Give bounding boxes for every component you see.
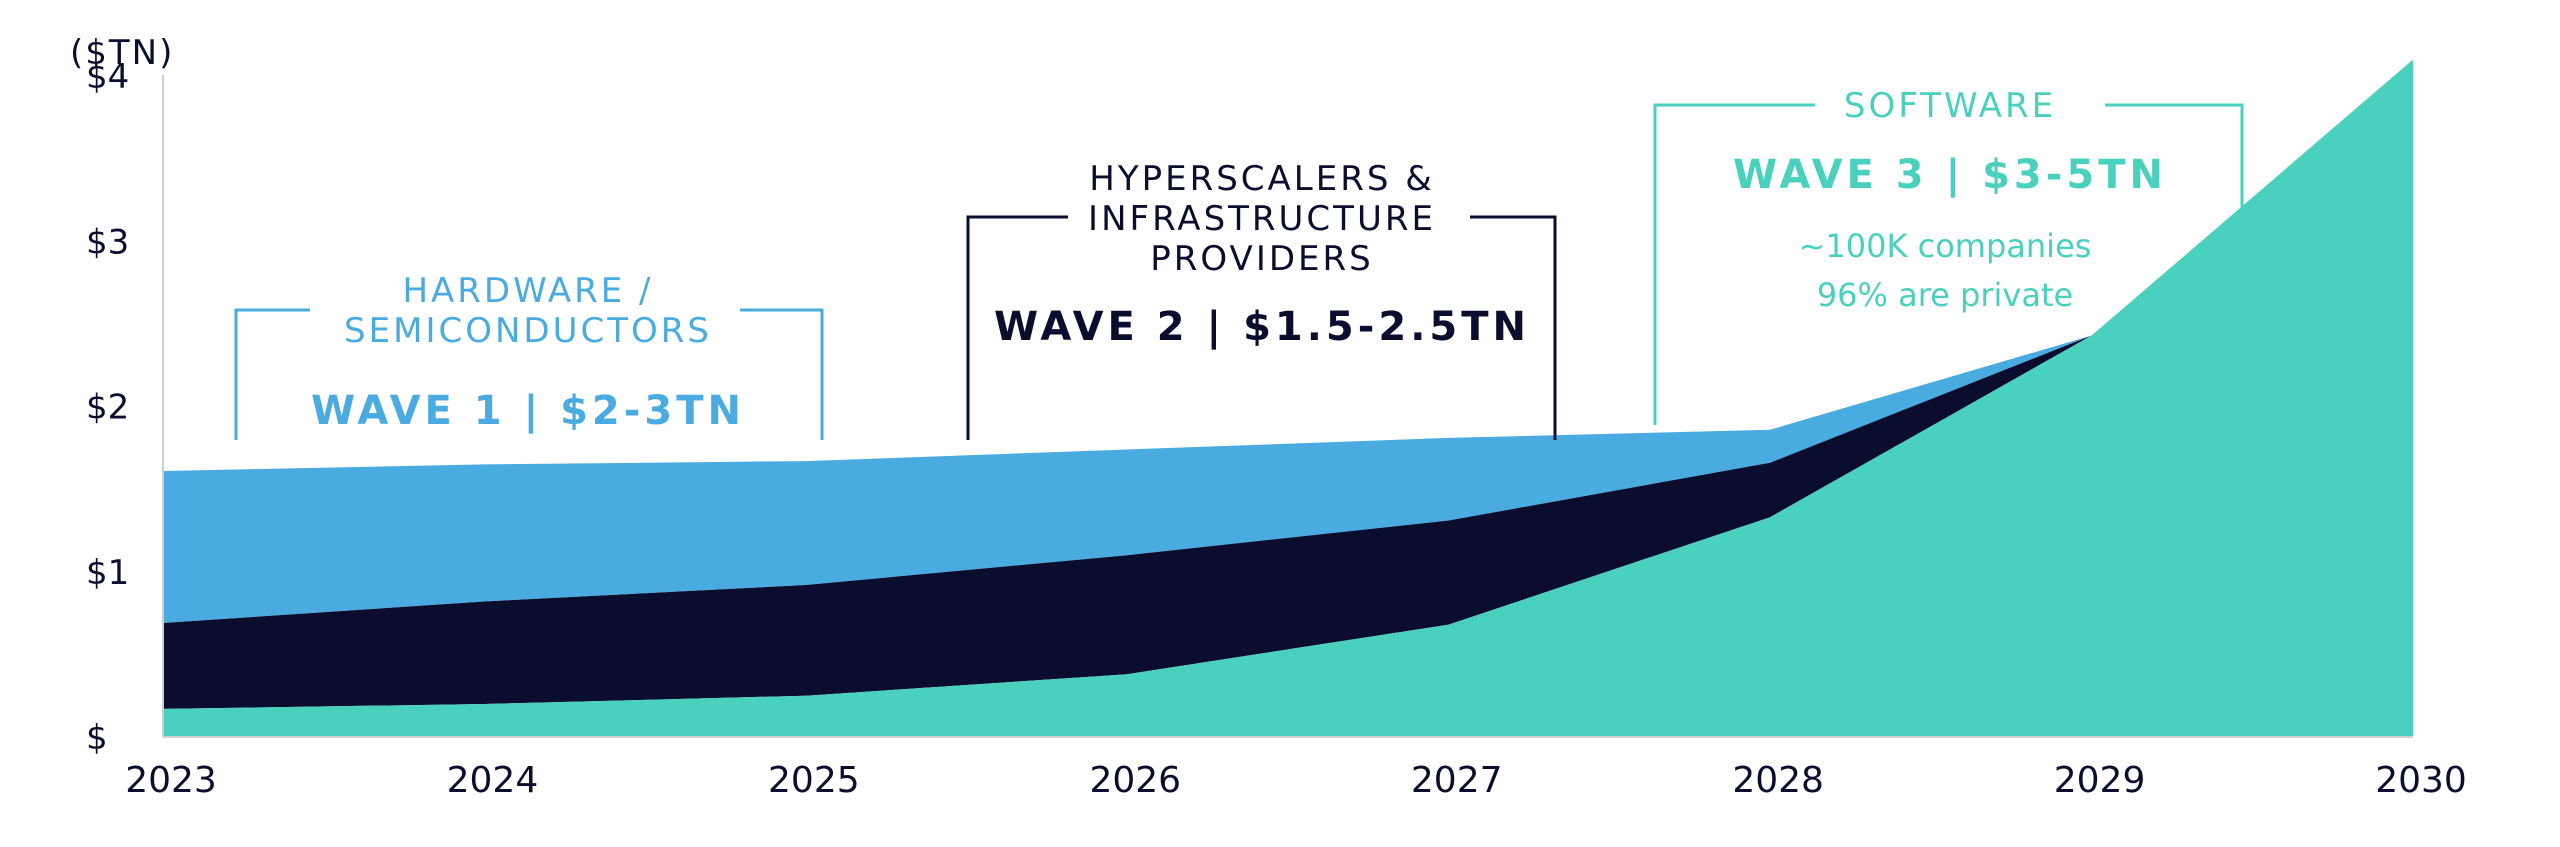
area-hyperscalers <box>163 59 2413 709</box>
x-tick-label: 2024 <box>447 760 539 801</box>
y-tick-labels: $ $1 $2 $3 $4 <box>86 57 129 758</box>
wave-2-category-line: HYPERSCALERS & <box>1089 159 1434 199</box>
axes <box>162 75 2413 738</box>
x-tick-label: 2027 <box>1411 760 1503 801</box>
x-tick-label: 2025 <box>768 760 860 801</box>
wave-3-bracket <box>1653 103 2244 425</box>
area-software <box>163 59 2413 737</box>
wave-2-category-line: PROVIDERS <box>1150 239 1373 279</box>
x-tick-label: 2030 <box>2375 760 2467 801</box>
plot-areas <box>163 59 2413 737</box>
y-unit-label: ($TN) <box>70 33 174 73</box>
wave-3-category-line: SOFTWARE <box>1844 86 2056 126</box>
y-tick-label: $ <box>86 718 108 758</box>
x-tick-label: 2023 <box>125 760 217 801</box>
wave-1-category-line: HARDWARE / <box>402 271 653 311</box>
wave-2-category-line: INFRASTRUCTURE <box>1088 199 1436 239</box>
wave-2-value: WAVE 2 | $1.5-2.5TN <box>994 304 1530 351</box>
x-tick-label: 2026 <box>1089 760 1181 801</box>
wave-1-value: WAVE 1 | $2-3TN <box>311 388 745 435</box>
wave-1-annotation: HARDWARE / SEMICONDUCTORS WAVE 1 | $2-3T… <box>234 271 824 440</box>
wave-1-bracket <box>234 308 824 440</box>
y-tick-label: $4 <box>86 57 129 97</box>
wave-3-value: WAVE 3 | $3-5TN <box>1733 152 2167 199</box>
wave-1-category-line: SEMICONDUCTORS <box>344 311 712 351</box>
y-tick-label: $2 <box>86 388 129 428</box>
x-tick-labels: 2023 2024 2025 2026 2027 2028 2029 2030 <box>125 760 2467 801</box>
y-tick-label: $1 <box>86 553 129 593</box>
wave-3-note: 96% are private <box>1817 276 2073 314</box>
wave-3-annotation: SOFTWARE WAVE 3 | $3-5TN ~100K companies… <box>1653 86 2244 425</box>
y-tick-label: $3 <box>86 222 129 262</box>
wave-2-annotation: HYPERSCALERS & INFRASTRUCTURE PROVIDERS … <box>966 159 1557 440</box>
x-tick-label: 2028 <box>1732 760 1824 801</box>
x-tick-label: 2029 <box>2054 760 2146 801</box>
wave-3-note: ~100K companies <box>1799 227 2092 265</box>
wave-2-bracket <box>966 215 1557 440</box>
area-hardware <box>163 59 2413 623</box>
